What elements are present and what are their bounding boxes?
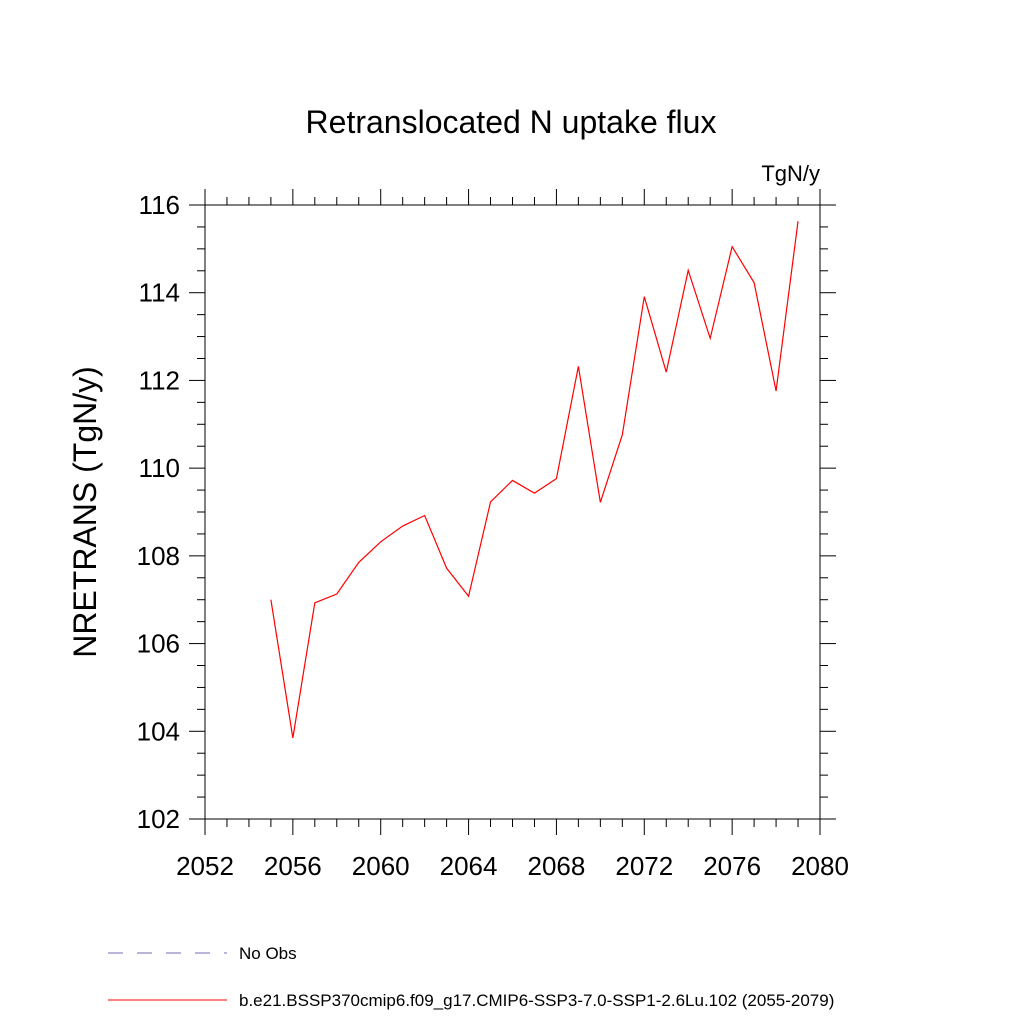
y-tick-label: 110 [139,453,180,483]
y-tick-label: 108 [137,541,180,571]
series-line-0 [270,221,799,738]
legend-label-1: b.e21.BSSP370cmip6.f09_g17.CMIP6-SSP3-7.… [239,991,834,1010]
legend: No Obs b.e21.BSSP370cmip6.f09_g17.CMIP6-S… [108,944,834,1010]
axis-ticks: 2052 2056 2060 2064 2068 2072 2076 2080 102 104 10… [137,189,849,881]
x-tick-label: 2064 [440,851,498,881]
x-tick-label: 2056 [264,851,322,881]
plot-frame [204,204,821,820]
chart-title: Retranslocated N uptake flux [306,104,717,140]
y-tick-label: 102 [137,804,180,834]
series-layer [270,221,799,738]
y-tick-label: 116 [139,190,180,220]
x-tick-label: 2072 [615,851,673,881]
x-tick-label: 2068 [528,851,586,881]
units-label: TgN/y [761,161,820,186]
x-tick-label: 2076 [703,851,761,881]
y-axis-label: NRETRANS (TgN/y) [67,366,103,658]
y-tick-label: 114 [139,278,180,308]
legend-label-0: No Obs [239,944,297,963]
y-tick-label: 106 [137,629,180,659]
x-tick-label: 2052 [176,851,234,881]
x-tick-label: 2080 [791,851,849,881]
x-tick-label: 2060 [352,851,410,881]
y-tick-label: 104 [137,716,180,746]
y-tick-label: 112 [139,365,180,395]
